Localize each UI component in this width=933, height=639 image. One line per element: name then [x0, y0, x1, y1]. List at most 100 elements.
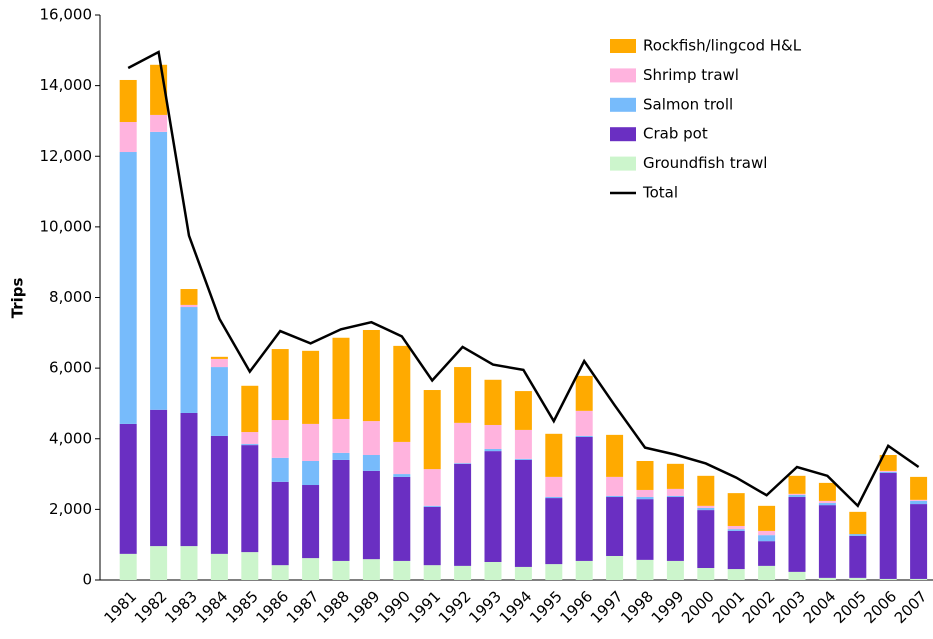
legend-label: Groundfish trawl [643, 154, 767, 172]
y-tick-label: 8,000 [49, 288, 92, 306]
bar-segment [332, 337, 350, 419]
bar-segment [697, 567, 715, 580]
bar-segment [332, 418, 350, 453]
x-tick-label: 1991 [404, 587, 444, 627]
y-tick-label: 14,000 [40, 76, 93, 94]
bar-segment [818, 482, 836, 501]
bar-segment [210, 553, 228, 580]
bar-segment [758, 565, 776, 580]
bar-segment [666, 560, 684, 580]
bar-segment [484, 379, 502, 425]
bar-segment [514, 429, 532, 459]
bar-segment [575, 410, 593, 436]
bar-segment [818, 503, 836, 506]
bar-segment [514, 566, 532, 580]
bar-segment [514, 459, 532, 567]
x-tick-label: 1982 [131, 587, 171, 627]
bar-segment [180, 412, 198, 547]
bar-segment [879, 578, 897, 580]
bar-segment [271, 457, 289, 482]
bar-segment [119, 121, 137, 153]
bar-segment [910, 476, 928, 500]
x-tick-label: 1993 [465, 587, 505, 627]
bar-segment [545, 497, 563, 499]
bar-segment [241, 432, 259, 445]
x-tick-label: 2006 [860, 587, 900, 627]
bar-segment [180, 304, 198, 308]
bar-segment [484, 561, 502, 580]
bar-segment [180, 289, 198, 305]
bar-segment [575, 560, 593, 580]
bar-segment [910, 504, 928, 579]
total-line [127, 50, 920, 508]
y-axis-label: Trips [9, 278, 27, 319]
bar-segment [758, 505, 776, 531]
bar-segment [666, 497, 684, 561]
bar-segment [758, 541, 776, 566]
legend-swatch [610, 39, 636, 53]
bar-segment [210, 435, 228, 554]
bar-segment [484, 448, 502, 452]
bar-segment [606, 476, 624, 496]
bar-segment [302, 460, 320, 486]
bar-segment [910, 500, 928, 505]
x-tick-label: 1989 [344, 587, 384, 627]
bar-segment [484, 451, 502, 562]
bar-segment [758, 530, 776, 536]
legend-label: Total [642, 184, 678, 202]
y-tick-label: 4,000 [49, 429, 92, 447]
x-tick-label: 2004 [800, 587, 840, 627]
bar-segment [150, 409, 168, 547]
bar-segment [697, 505, 715, 508]
bar-segment [727, 530, 745, 570]
y-tick-label: 12,000 [40, 147, 93, 165]
bar-segment [241, 445, 259, 553]
bar-segment [362, 454, 380, 471]
legend-swatch [610, 68, 636, 83]
bar-segment [150, 114, 168, 132]
bar-segment [241, 444, 259, 446]
bar-segment [666, 495, 684, 498]
bar-segment [332, 452, 350, 460]
bar-segment [545, 476, 563, 498]
bar-segment [910, 499, 928, 501]
bar-segment [302, 350, 320, 424]
y-tick-label: 2,000 [49, 500, 92, 518]
x-tick-label: 1998 [617, 587, 657, 627]
x-tick-label: 2003 [769, 587, 809, 627]
legend-label: Salmon troll [643, 95, 733, 113]
x-tick-label: 2001 [708, 587, 748, 627]
bar-segment [849, 535, 867, 578]
bar-segment [818, 577, 836, 580]
bar-segment [362, 559, 380, 580]
bar-segment [241, 552, 259, 580]
x-tick-label: 2007 [891, 587, 931, 627]
y-tick-label: 0 [82, 571, 92, 589]
bar-segment [332, 459, 350, 561]
x-tick-label: 2000 [678, 587, 718, 627]
bar-segment [575, 435, 593, 437]
bar-segment [818, 500, 836, 504]
bar-segment [606, 434, 624, 477]
bar-segment [393, 441, 411, 475]
bar-segment [423, 506, 441, 566]
bar-segment [302, 485, 320, 559]
bar-segment [697, 475, 715, 506]
legend-swatch [610, 97, 636, 112]
bar-segment [545, 498, 563, 565]
bar-segment [606, 495, 624, 498]
y-tick-label: 6,000 [49, 359, 92, 377]
x-tick-label: 1984 [192, 587, 232, 627]
bar-segment [575, 436, 593, 561]
bar-segment [454, 422, 472, 464]
bar-segment [271, 565, 289, 580]
bar-segment [636, 497, 654, 500]
bar-segment [454, 367, 472, 423]
x-tick-label: 1990 [374, 587, 414, 627]
bar-segment [362, 329, 380, 422]
bar-segment [788, 571, 806, 580]
bar-segment [271, 420, 289, 458]
bar-segment [241, 385, 259, 433]
bar-segment [727, 525, 745, 530]
bar-segment [119, 553, 137, 580]
